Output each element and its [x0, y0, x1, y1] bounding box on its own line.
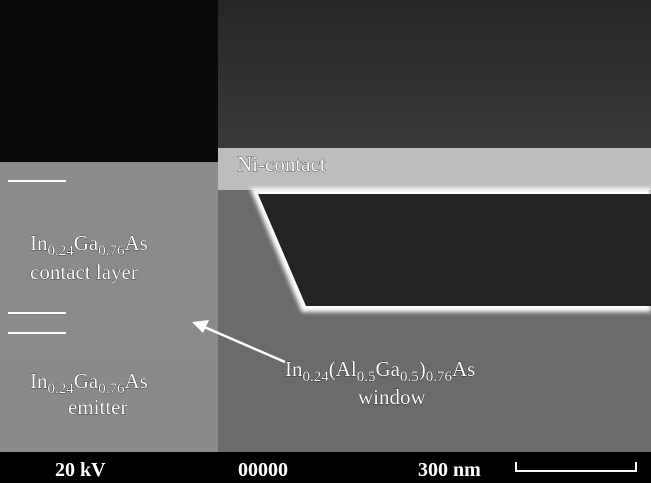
scale-label: 300 nm [418, 459, 481, 481]
subscript: 0.76 [98, 243, 125, 259]
ni-contact-label: Ni-contact [237, 152, 326, 176]
formula-text: Ga [74, 369, 99, 393]
formula-text: In [30, 231, 48, 255]
formula-text: As [125, 369, 148, 393]
layer-label: window [358, 385, 427, 409]
image-id: 00000 [238, 459, 288, 481]
formula-text: (Al [329, 357, 357, 381]
sem-image: Ni-contact In0.24Ga0.76As contact layer … [0, 0, 651, 483]
formula-text: Ga [376, 357, 401, 381]
subscript: 0.76 [426, 369, 453, 385]
subscript: 0.5 [400, 369, 419, 385]
subscript: 0.24 [48, 243, 75, 259]
window-region [258, 194, 651, 306]
formula-text: As [452, 357, 475, 381]
formula-text: In [30, 369, 48, 393]
right-vacuum [218, 0, 651, 152]
formula-text: ) [419, 357, 426, 381]
layer-label: contact layer [30, 260, 138, 284]
layer-label: emitter [68, 395, 127, 419]
voltage: 20 kV [55, 459, 106, 481]
subscript: 0.24 [303, 369, 330, 385]
formula-text: Ga [74, 231, 99, 255]
formula-text: In [285, 357, 303, 381]
subscript: 0.5 [357, 369, 376, 385]
formula-text: As [125, 231, 148, 255]
left-vacuum [0, 0, 218, 162]
